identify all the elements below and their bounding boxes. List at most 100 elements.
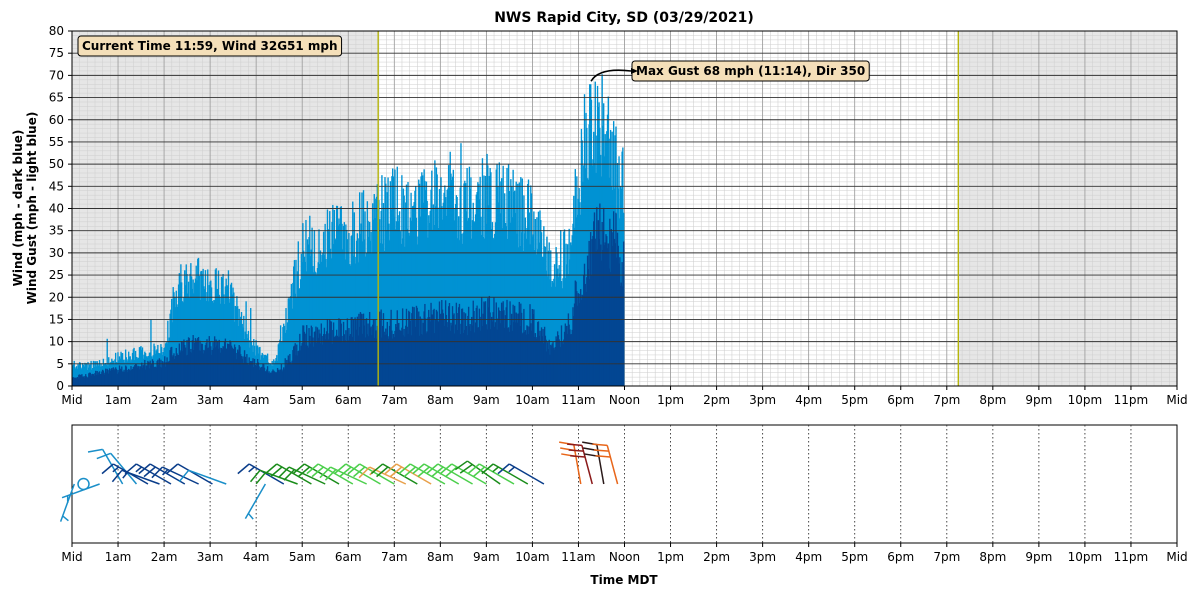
wind-bar bbox=[322, 336, 324, 386]
gust-bar bbox=[474, 214, 477, 386]
gust-bar bbox=[543, 246, 546, 386]
wind-bar bbox=[549, 354, 551, 386]
wind-barb bbox=[347, 463, 395, 485]
gust-bar bbox=[504, 222, 507, 386]
wind-bar bbox=[538, 335, 540, 386]
gust-bar bbox=[361, 192, 363, 386]
wind-bar bbox=[327, 339, 329, 386]
barb-full-feather bbox=[403, 466, 416, 478]
gust-bar bbox=[455, 195, 458, 386]
barb-x-tick-label: 1pm bbox=[657, 550, 684, 564]
wind-bar bbox=[293, 346, 295, 386]
wind-bar bbox=[313, 331, 316, 386]
wind-bar bbox=[318, 329, 320, 386]
gust-bar bbox=[399, 231, 402, 386]
wind-barb bbox=[567, 443, 593, 485]
gust-bar bbox=[522, 250, 524, 386]
barb-staff bbox=[596, 444, 605, 485]
max-gust-annotation: Max Gust 68 mph (11:14), Dir 350 bbox=[590, 60, 870, 82]
gust-bar bbox=[436, 174, 438, 386]
gust-bar bbox=[231, 294, 233, 386]
gust-bar bbox=[339, 223, 341, 386]
wind-bar bbox=[216, 345, 218, 386]
x-tick-label: 5pm bbox=[841, 393, 868, 407]
gust-bar bbox=[368, 221, 371, 386]
wind-bar bbox=[460, 323, 462, 386]
gust-bar bbox=[568, 228, 570, 386]
gust-bar bbox=[586, 127, 588, 387]
gust-bar bbox=[417, 236, 419, 386]
wind-bar bbox=[307, 347, 309, 386]
gust-bar bbox=[196, 280, 198, 386]
gust-bar bbox=[391, 168, 394, 386]
wind-bar bbox=[173, 353, 175, 386]
gust-bar bbox=[187, 281, 190, 386]
wind-bar bbox=[451, 306, 454, 386]
wind-bar bbox=[251, 361, 253, 386]
wind-bar bbox=[77, 378, 79, 386]
barb-half-feather bbox=[112, 466, 120, 473]
x-tick-label: 10pm bbox=[1068, 393, 1103, 407]
wind-bar bbox=[140, 366, 142, 386]
gust-bar bbox=[457, 238, 459, 386]
wind-barb bbox=[124, 463, 172, 485]
wind-bar bbox=[450, 322, 452, 386]
wind-bar bbox=[591, 239, 593, 386]
wind-bar bbox=[571, 329, 573, 386]
barb-staff bbox=[330, 466, 367, 485]
gust-bar bbox=[404, 246, 406, 386]
gust-bar bbox=[482, 236, 484, 386]
gust-bar bbox=[491, 222, 494, 386]
gust-bar bbox=[206, 292, 208, 386]
wind-bar bbox=[85, 374, 87, 386]
gust-bar bbox=[332, 243, 335, 386]
gust-bar bbox=[326, 209, 329, 386]
wind-bar bbox=[405, 325, 407, 386]
y-axis-label-wind: Wind (mph - dark blue) bbox=[11, 130, 25, 287]
barb-full-feather bbox=[567, 443, 582, 447]
wind-bar bbox=[198, 350, 200, 386]
gust-bar bbox=[302, 250, 305, 386]
wind-bar bbox=[517, 313, 520, 386]
gust-bar bbox=[265, 355, 267, 386]
wind-bar bbox=[613, 238, 616, 386]
wind-bar bbox=[156, 361, 158, 386]
gust-bar bbox=[375, 198, 377, 386]
wind-bar bbox=[76, 376, 78, 386]
wind-bar bbox=[227, 344, 230, 386]
barb-full-feather bbox=[376, 466, 389, 478]
gust-bar bbox=[283, 325, 286, 386]
barb-staff bbox=[61, 483, 100, 499]
wind-bar bbox=[261, 366, 263, 386]
wind-bar bbox=[499, 323, 501, 386]
gust-bar bbox=[547, 250, 550, 386]
gust-bar bbox=[402, 188, 405, 386]
gust-bar bbox=[574, 169, 576, 386]
barb-full-feather bbox=[454, 460, 468, 471]
wind-bar bbox=[554, 347, 557, 386]
wind-bar bbox=[358, 326, 361, 386]
wind-bar bbox=[370, 326, 372, 386]
gust-bar bbox=[475, 194, 477, 386]
wind-bar bbox=[513, 322, 515, 386]
wind-bar bbox=[471, 325, 474, 386]
y-tick-label: 5 bbox=[56, 357, 64, 371]
gust-bar bbox=[304, 262, 306, 386]
wind-bar bbox=[91, 375, 93, 386]
wind-barb bbox=[384, 463, 432, 485]
gust-bar bbox=[282, 327, 284, 386]
x-tick-label: Mid bbox=[61, 393, 82, 407]
wind-bar bbox=[464, 313, 467, 386]
wind-bar bbox=[193, 349, 195, 386]
gust-bar bbox=[398, 221, 400, 386]
gust-bar bbox=[408, 232, 410, 386]
wind-bar bbox=[477, 327, 479, 386]
wind-bar bbox=[218, 339, 220, 386]
wind-bar bbox=[490, 329, 492, 386]
gust-bar bbox=[278, 343, 280, 386]
wind-bar bbox=[525, 334, 527, 386]
wind-bar bbox=[192, 335, 194, 386]
gust-bar bbox=[467, 218, 470, 386]
wind-bar bbox=[347, 340, 349, 386]
wind-bar bbox=[461, 308, 464, 386]
